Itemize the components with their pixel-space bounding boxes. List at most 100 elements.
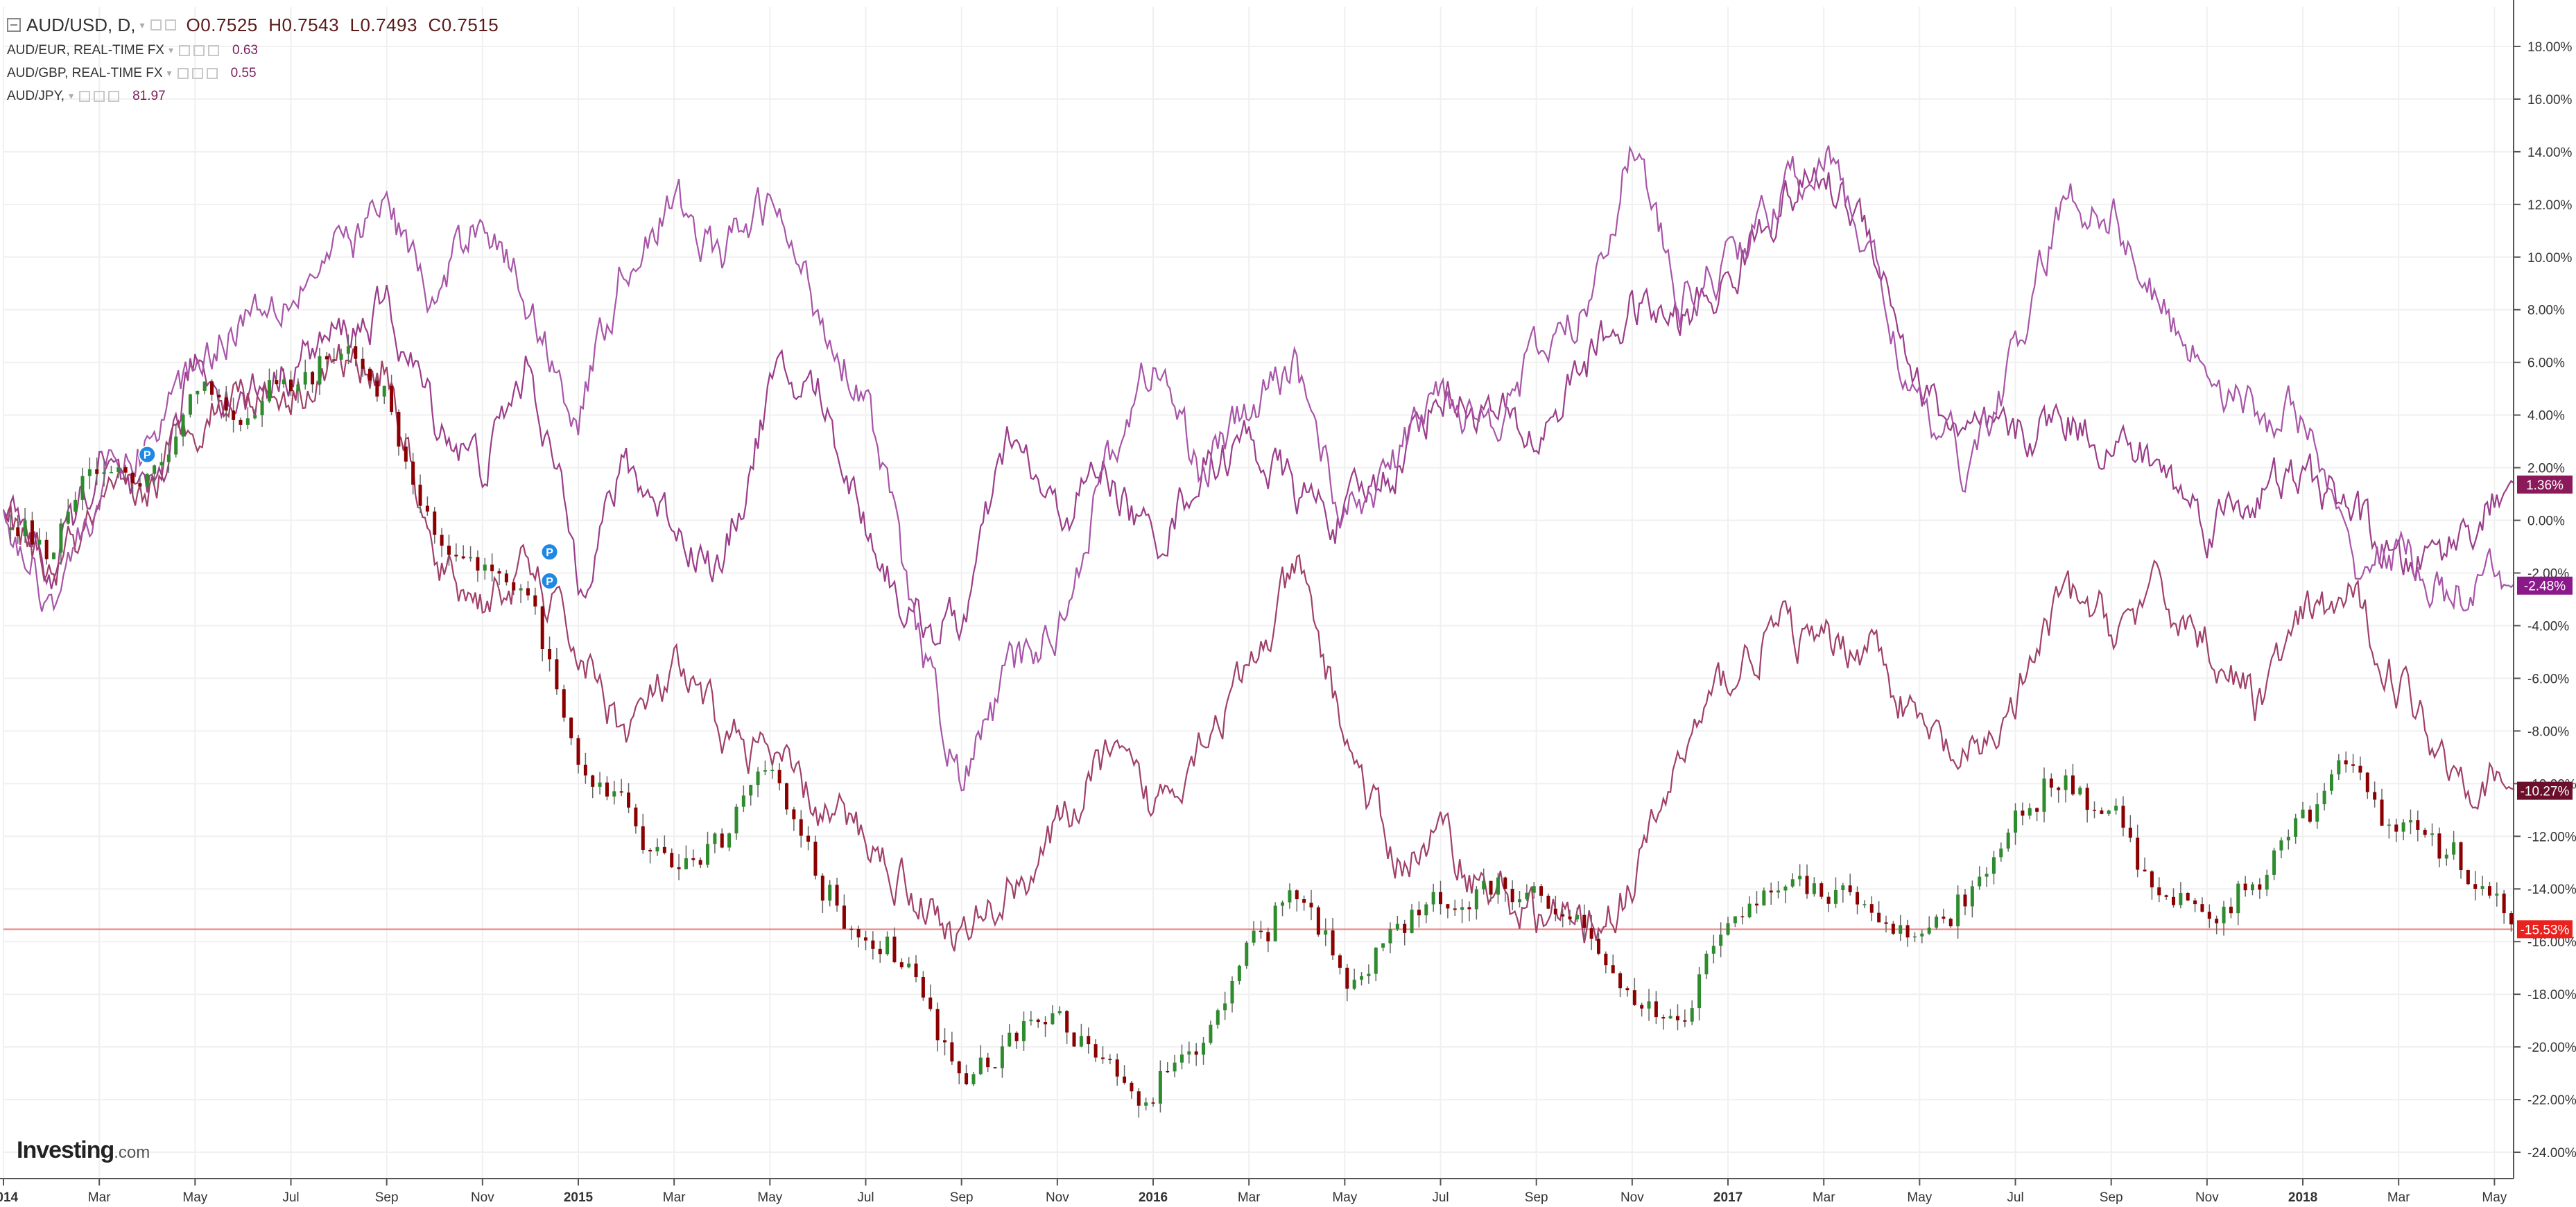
candle-body[interactable] <box>224 397 228 411</box>
candle-body[interactable] <box>1410 910 1414 933</box>
candle-body[interactable] <box>354 346 358 359</box>
comparison-label[interactable]: AUD/EUR, REAL-TIME FX <box>7 42 164 58</box>
candle-body[interactable] <box>2502 893 2506 914</box>
candle-body[interactable] <box>756 771 760 785</box>
candle-body[interactable] <box>1209 1025 1213 1043</box>
candle-body[interactable] <box>1683 1020 1687 1022</box>
candle-body[interactable] <box>1036 1019 1040 1023</box>
legend-main-row[interactable]: AUD/USD, D, ▾ O0.7525 H0.7543 L0.7493 C0… <box>7 11 499 39</box>
candle-body[interactable] <box>1826 896 1831 904</box>
candle-body[interactable] <box>1252 930 1256 943</box>
candle-body[interactable] <box>2329 774 2333 791</box>
candle-body[interactable] <box>1166 1070 1170 1073</box>
candle-body[interactable] <box>1948 919 1953 927</box>
candle-body[interactable] <box>1596 938 1600 954</box>
candle-body[interactable] <box>627 792 631 808</box>
candle-body[interactable] <box>1769 890 1773 893</box>
candle-body[interactable] <box>159 462 164 466</box>
candle-body[interactable] <box>1891 923 1895 934</box>
candle-body[interactable] <box>8 527 12 530</box>
candle-body[interactable] <box>1525 892 1529 900</box>
candle-body[interactable] <box>123 467 128 473</box>
candle-body[interactable] <box>777 770 781 783</box>
candle-body[interactable] <box>2057 788 2061 790</box>
candle-body[interactable] <box>1144 1102 1148 1106</box>
settings-icon[interactable] <box>79 90 91 102</box>
candle-body[interactable] <box>2401 822 2405 832</box>
candle-body[interactable] <box>2308 809 2312 822</box>
collapse-icon[interactable] <box>7 18 21 32</box>
candle-body[interactable] <box>1697 974 1702 1009</box>
event-marker-icon[interactable] <box>540 543 559 562</box>
candle-body[interactable] <box>1072 1032 1076 1047</box>
candle-body[interactable] <box>95 469 99 474</box>
candle-body[interactable] <box>1482 880 1486 889</box>
candle-body[interactable] <box>2416 820 2420 830</box>
candle-body[interactable] <box>1352 980 1356 989</box>
candle-body[interactable] <box>1395 923 1399 930</box>
candle-body[interactable] <box>2014 810 2018 833</box>
candle-body[interactable] <box>770 770 775 772</box>
candle-body[interactable] <box>1273 905 1277 941</box>
candle-body[interactable] <box>1790 879 1795 887</box>
candle-body[interactable] <box>23 520 27 537</box>
candle-body[interactable] <box>706 844 710 865</box>
chevron-down-icon[interactable]: ▾ <box>166 67 172 78</box>
candle-body[interactable] <box>871 940 875 949</box>
candle-body[interactable] <box>785 783 789 810</box>
candle-body[interactable] <box>253 415 257 419</box>
candle-body[interactable] <box>763 770 767 772</box>
candle-body[interactable] <box>239 419 243 425</box>
candle-body[interactable] <box>210 381 214 395</box>
candle-body[interactable] <box>1589 928 1593 939</box>
candle-body[interactable] <box>490 564 494 571</box>
candle-body[interactable] <box>1108 1059 1112 1060</box>
candle-body[interactable] <box>390 385 394 413</box>
candle-body[interactable] <box>2452 842 2456 855</box>
candle-body[interactable] <box>1029 1019 1033 1021</box>
candle-body[interactable] <box>1194 1051 1198 1055</box>
candle-body[interactable] <box>971 1074 976 1085</box>
candle-body[interactable] <box>2487 886 2491 896</box>
candle-body[interactable] <box>1489 880 1493 895</box>
series-line-aud-gbp[interactable] <box>2 344 2515 952</box>
candle-body[interactable] <box>1065 1011 1069 1033</box>
candle-body[interactable] <box>311 372 315 385</box>
candle-body[interactable] <box>978 1057 983 1075</box>
candle-body[interactable] <box>792 809 796 819</box>
candle-body[interactable] <box>1295 890 1299 900</box>
candle-body[interactable] <box>1546 896 1550 909</box>
candle-body[interactable] <box>1115 1059 1119 1077</box>
candle-body[interactable] <box>1777 890 1781 893</box>
candle-body[interactable] <box>1179 1054 1184 1063</box>
candle-body[interactable] <box>1754 903 1758 906</box>
candle-body[interactable] <box>433 511 437 535</box>
candle-body[interactable] <box>1862 904 1867 905</box>
candle-body[interactable] <box>325 356 329 360</box>
candle-body[interactable] <box>555 659 559 690</box>
candle-body[interactable] <box>260 401 264 415</box>
candle-body[interactable] <box>914 963 918 978</box>
candle-body[interactable] <box>2301 809 2305 819</box>
candle-body[interactable] <box>332 359 336 361</box>
candle-body[interactable] <box>1431 892 1435 905</box>
candle-body[interactable] <box>80 476 85 500</box>
candle-body[interactable] <box>1733 916 1737 923</box>
candle-body[interactable] <box>2006 832 2010 849</box>
candle-body[interactable] <box>569 718 573 738</box>
candle-body[interactable] <box>799 819 803 836</box>
candle-body[interactable] <box>1446 904 1450 909</box>
candle-body[interactable] <box>512 582 516 591</box>
candle-body[interactable] <box>2294 818 2298 837</box>
candle-body[interactable] <box>2042 778 2046 812</box>
candle-body[interactable] <box>526 588 530 596</box>
candle-body[interactable] <box>361 358 365 369</box>
candle-body[interactable] <box>1935 917 1939 928</box>
candle-body[interactable] <box>1051 1013 1055 1025</box>
candle-body[interactable] <box>1158 1070 1162 1104</box>
candle-body[interactable] <box>116 467 121 473</box>
candle-body[interactable] <box>921 977 925 998</box>
candle-body[interactable] <box>1625 988 1630 991</box>
candle-body[interactable] <box>1927 927 1931 934</box>
candle-body[interactable] <box>2344 760 2348 765</box>
